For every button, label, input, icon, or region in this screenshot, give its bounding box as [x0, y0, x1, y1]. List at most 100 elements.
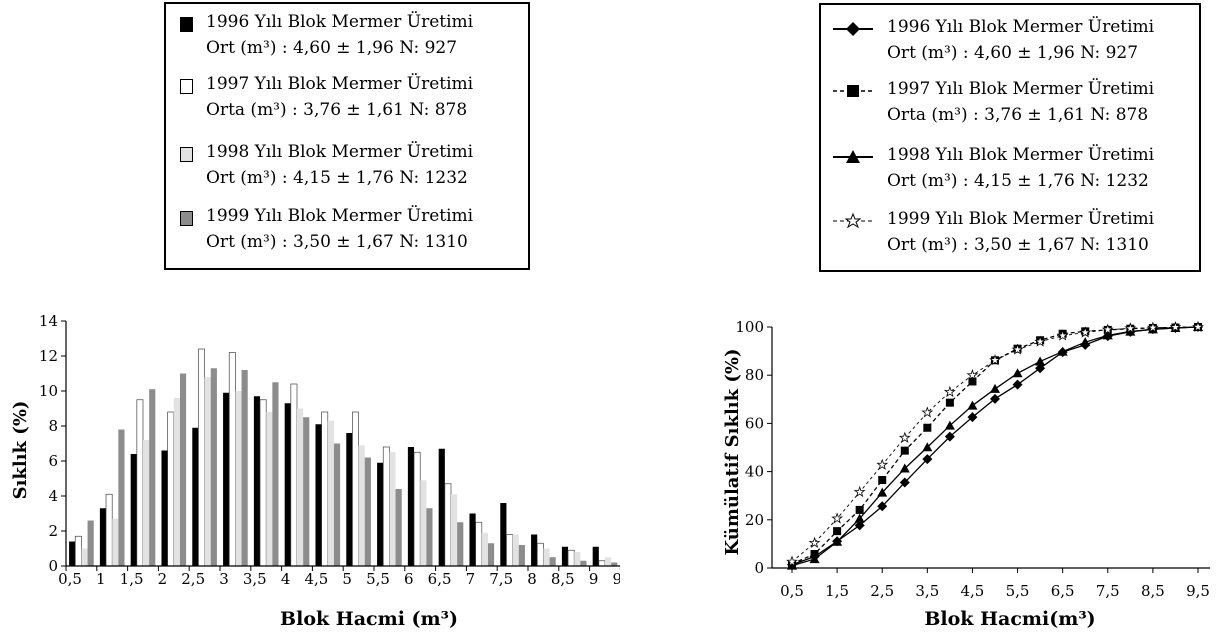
point-square — [945, 398, 954, 407]
bar-1997 — [136, 399, 144, 567]
legend-stats-1999: Ort (m³) : 3,50 ± 1,67 N: 1310 — [206, 232, 468, 252]
x-tick-label: 2,5 — [870, 582, 894, 600]
point-star — [853, 485, 866, 498]
x-tick-label: 8,5 — [1141, 582, 1165, 600]
point-star — [876, 458, 889, 470]
y-tick-label: 60 — [745, 414, 764, 432]
bar-1998 — [605, 557, 612, 566]
legend-label-1997: 1997 Yılı Blok Mermer Üretimi — [887, 79, 1155, 99]
point-diamond — [922, 454, 933, 465]
y-tick-label: 4 — [48, 487, 58, 505]
point-square — [1171, 323, 1180, 332]
point-diamond — [1012, 379, 1023, 390]
point-star — [966, 368, 979, 381]
bar-1997 — [321, 411, 329, 567]
y-tick-label: 14 — [39, 312, 58, 330]
y-tick-label: 80 — [745, 366, 764, 384]
bar-1997 — [444, 483, 452, 567]
point-diamond — [1147, 324, 1158, 335]
x-tick-label: 4,5 — [961, 582, 985, 600]
point-diamond — [967, 412, 978, 423]
point-diamond — [809, 551, 820, 562]
point-star — [1011, 343, 1024, 355]
point-diamond — [1193, 322, 1203, 332]
legend-stats-1998: Ort (m³) : 4,15 ± 1,76 N: 1232 — [887, 171, 1149, 191]
point-square — [923, 423, 932, 432]
point-triangle — [922, 442, 933, 452]
bar-1999 — [457, 522, 464, 566]
point-square — [878, 476, 887, 485]
bar-1997 — [567, 549, 575, 567]
bar-1999 — [580, 560, 587, 566]
bar-1996 — [438, 448, 445, 566]
point-triangle — [1193, 322, 1203, 331]
point-triangle — [1147, 324, 1158, 334]
point-diamond — [854, 520, 865, 531]
point-triangle — [990, 383, 1000, 393]
point-diamond — [787, 559, 797, 570]
point-triangle — [899, 463, 910, 473]
bar-1998 — [173, 398, 180, 566]
point-diamond — [899, 477, 910, 488]
bar-1998 — [481, 532, 488, 566]
point-square — [810, 550, 819, 559]
bar-1996 — [315, 424, 322, 566]
point-star — [1146, 321, 1159, 333]
x-tick-label: 8,5 — [551, 570, 575, 588]
point-square — [1103, 325, 1112, 334]
point-triangle — [967, 400, 978, 410]
y-tick-label: 20 — [745, 511, 764, 529]
legend-marker-diamond — [833, 22, 873, 36]
legend-marker-star — [833, 212, 873, 229]
x-tick-label: 3 — [219, 570, 229, 588]
y-tick-label: 12 — [39, 347, 58, 365]
point-star — [943, 385, 956, 398]
point-square — [788, 559, 796, 568]
point-star — [1056, 329, 1069, 341]
point-diamond — [832, 536, 843, 547]
x-tick-label: 7,5 — [1096, 582, 1120, 600]
bar-1999 — [611, 562, 618, 566]
bar-1998 — [266, 412, 273, 566]
point-star — [1192, 320, 1204, 332]
bar-1999 — [118, 429, 125, 566]
bar-1996 — [130, 454, 137, 566]
point-square — [900, 446, 909, 455]
bar-1998 — [204, 377, 211, 566]
y-tick-label: 6 — [48, 452, 58, 470]
y-tick-label: 8 — [48, 417, 58, 435]
bar-1997 — [598, 560, 606, 567]
bar-1999 — [518, 545, 525, 566]
point-triangle — [832, 536, 843, 546]
bar-1999 — [395, 489, 402, 566]
bar-1998 — [81, 548, 88, 566]
point-star — [898, 431, 911, 443]
x-tick-label: 5 — [342, 570, 352, 588]
x-tick-label: 8 — [527, 570, 537, 588]
x-axis-label: Blok Hacmi(m³) — [924, 608, 1095, 630]
point-triangle — [944, 420, 955, 430]
point-triangle — [787, 560, 797, 570]
y-tick-label: 100 — [735, 318, 764, 336]
y-tick-label: 40 — [745, 463, 764, 481]
point-square — [991, 356, 999, 365]
bar-1997 — [382, 446, 390, 567]
legend-label-1999: 1999 Yılı Blok Mermer Üretimi — [206, 206, 474, 226]
series-line-diamond — [791, 326, 1199, 566]
point-square — [1013, 344, 1022, 353]
point-diamond — [877, 501, 888, 512]
legend-swatch-1998 — [180, 147, 193, 162]
bar-1997 — [259, 399, 267, 567]
bar-1997 — [413, 451, 421, 567]
bar-1998 — [574, 552, 581, 566]
x-tick-label: 7 — [466, 570, 476, 588]
legend-swatch-1999 — [180, 211, 193, 226]
x-tick-label: 3,5 — [915, 582, 939, 600]
x-tick-label: 2 — [158, 570, 168, 588]
bar-1997 — [352, 411, 359, 567]
legend-bar-chart: 1996 Yılı Blok Mermer Üretimi Ort (m³) :… — [164, 2, 530, 270]
point-diamond — [1080, 339, 1091, 350]
point-triangle — [1102, 330, 1113, 340]
bar-1996 — [592, 546, 599, 566]
legend-stats-1998: Ort (m³) : 4,15 ± 1,76 N: 1232 — [206, 168, 468, 188]
